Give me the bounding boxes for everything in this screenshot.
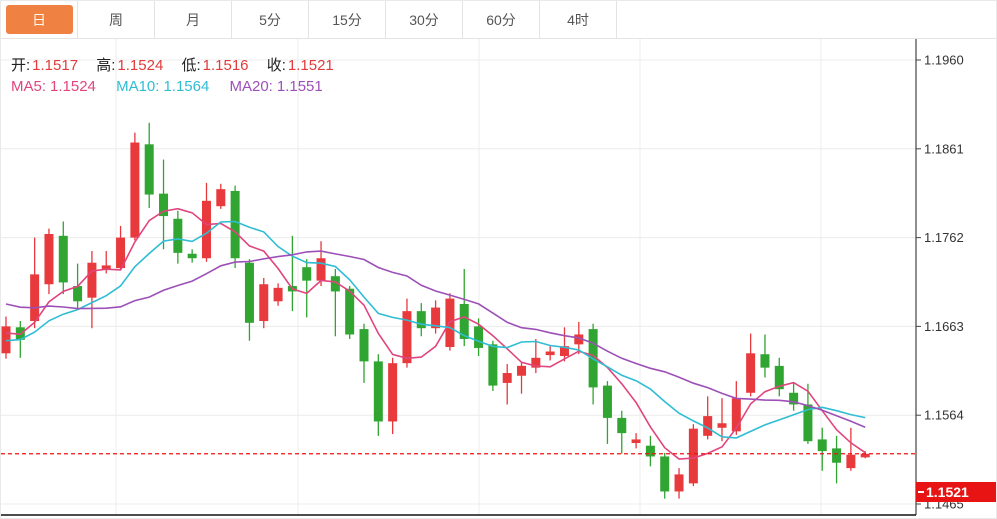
candle-body [760, 354, 770, 368]
candle-body [116, 237, 126, 269]
candle-body [58, 235, 68, 283]
tab-month-label: 月 [186, 11, 200, 28]
candle-body [517, 365, 527, 376]
tab-60min[interactable]: 60分 [463, 1, 540, 38]
chart-area[interactable]: 1.1960 1.1861 1.1762 1.1663 1.1564 1.1465 开: 1… [1, 39, 997, 519]
candle-body [559, 346, 569, 356]
candle-body [545, 351, 555, 356]
candle-body [660, 456, 670, 492]
candle-body [746, 353, 756, 393]
tab-60min-label: 60分 [486, 11, 516, 28]
tab-week[interactable]: 周 [78, 1, 155, 38]
y-axis-label: 1.1861 [924, 141, 964, 156]
candle-body [459, 303, 469, 339]
current-price-tag: 1.1521 [916, 481, 996, 502]
y-axis-label: 1.1762 [924, 230, 964, 245]
candle-body [216, 189, 226, 207]
tab-week-label: 周 [109, 11, 123, 28]
candle-body [173, 218, 183, 253]
candle-body [789, 392, 799, 405]
candle-body [101, 265, 111, 269]
tab-15min-label: 15分 [332, 11, 362, 28]
ma20-line [5, 250, 866, 428]
candle-body [803, 404, 813, 442]
candle-body [1, 326, 11, 354]
candle-body [302, 267, 312, 281]
candle-body [703, 416, 713, 436]
candle-body [201, 200, 211, 259]
candle-body [373, 361, 383, 422]
candle-body [87, 262, 97, 298]
tab-15min[interactable]: 15分 [309, 1, 386, 38]
candle-body [388, 363, 398, 422]
ma10-line [5, 220, 866, 439]
candle-body [631, 439, 641, 444]
tab-5min[interactable]: 5分 [232, 1, 309, 38]
candle-body [645, 445, 655, 457]
candle-body [30, 274, 40, 322]
candle-body [230, 190, 240, 259]
candle-body [416, 311, 426, 329]
tab-day[interactable]: 日 [1, 1, 78, 38]
candle-body [474, 326, 484, 348]
tab-30min-label: 30分 [409, 11, 439, 28]
candle-body [502, 373, 512, 383]
candle-body [402, 311, 412, 364]
candle-body [73, 286, 83, 302]
candle-body [860, 453, 870, 458]
ma5-line [5, 207, 866, 460]
candle-body [144, 144, 154, 195]
candle-body [531, 357, 541, 368]
y-axis-label: 1.1960 [924, 53, 964, 68]
candle-body [316, 258, 326, 281]
candle-body [159, 193, 169, 217]
tab-month[interactable]: 月 [155, 1, 232, 38]
candle-body [674, 474, 684, 492]
candle-body [330, 276, 340, 292]
tab-4hour[interactable]: 4时 [540, 1, 617, 38]
candle-body [717, 423, 727, 428]
tab-day-label: 日 [5, 5, 73, 34]
candle-body [244, 262, 254, 323]
period-tabbar: 日 周 月 5分 15分 30分 60分 4时 [1, 1, 996, 39]
candle-body [187, 253, 197, 259]
candle-body [617, 417, 627, 434]
tab-5min-label: 5分 [259, 11, 281, 28]
tab-4hour-label: 4时 [567, 11, 589, 28]
y-axis-label: 1.1663 [924, 319, 964, 334]
candle-body [602, 385, 612, 418]
candle-body [488, 344, 498, 386]
candle-body [731, 398, 741, 432]
candle-body [130, 142, 140, 238]
candle-body [846, 454, 856, 469]
tab-30min[interactable]: 30分 [386, 1, 463, 38]
candle-body [44, 234, 54, 285]
candle-body [259, 284, 269, 322]
candle-body [345, 288, 355, 335]
candle-body [832, 448, 842, 463]
candle-body [574, 334, 584, 345]
candle-body [431, 307, 441, 329]
candle-body [817, 439, 827, 452]
candle-body [688, 428, 698, 484]
candle-body [273, 287, 283, 302]
candle-body [774, 365, 784, 390]
y-axis-label: 1.1564 [924, 408, 964, 423]
candle-body [359, 329, 369, 362]
